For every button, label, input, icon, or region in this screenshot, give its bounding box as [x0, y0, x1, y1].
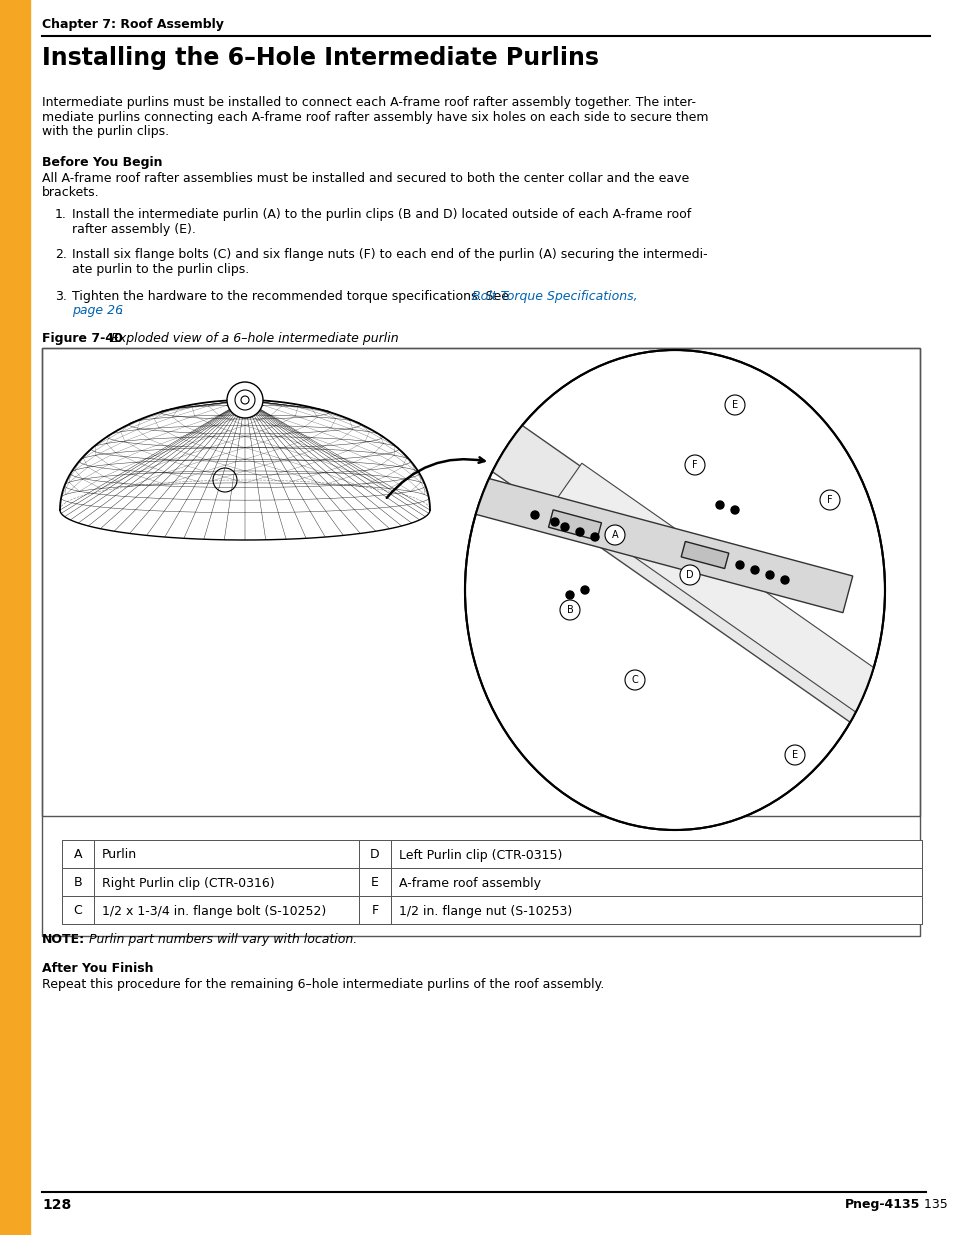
Text: F: F — [371, 904, 378, 918]
Text: 2.: 2. — [55, 248, 67, 261]
Text: with the purlin clips.: with the purlin clips. — [42, 125, 169, 138]
Ellipse shape — [464, 350, 884, 830]
Polygon shape — [555, 463, 953, 777]
Text: 1/2 x 1-3/4 in. flange bolt (S-10252): 1/2 x 1-3/4 in. flange bolt (S-10252) — [102, 904, 326, 918]
Bar — [62, 897, 94, 924]
Text: Figure 7-40: Figure 7-40 — [42, 332, 123, 345]
Text: 1.: 1. — [55, 207, 67, 221]
Bar — [358, 840, 391, 868]
Bar — [358, 897, 391, 924]
Polygon shape — [680, 541, 728, 568]
Text: B: B — [566, 605, 573, 615]
Text: .: . — [119, 304, 123, 317]
Bar — [42, 348, 919, 816]
Text: E: E — [731, 400, 738, 410]
Text: ate purlin to the purlin clips.: ate purlin to the purlin clips. — [71, 263, 249, 275]
Text: D: D — [685, 571, 693, 580]
Text: Bolt Torque Specifications,: Bolt Torque Specifications, — [472, 290, 637, 303]
Bar — [0, 0, 30, 1235]
Circle shape — [560, 522, 568, 531]
Text: A-frame roof assembly: A-frame roof assembly — [398, 877, 540, 889]
Text: Pneg-4135: Pneg-4135 — [843, 1198, 919, 1212]
Text: F: F — [692, 459, 697, 471]
Circle shape — [781, 576, 788, 584]
Circle shape — [604, 525, 624, 545]
Bar — [94, 840, 358, 868]
Circle shape — [679, 564, 700, 585]
Bar — [62, 868, 921, 897]
Circle shape — [234, 390, 254, 410]
Bar — [391, 868, 921, 897]
Circle shape — [820, 490, 840, 510]
Text: Install six flange bolts (C) and six flange nuts (F) to each end of the purlin (: Install six flange bolts (C) and six fla… — [71, 248, 707, 261]
Text: mediate purlins connecting each A-frame roof rafter assembly have six holes on e: mediate purlins connecting each A-frame … — [42, 110, 708, 124]
Text: D: D — [370, 848, 379, 862]
Text: Chapter 7: Roof Assembly: Chapter 7: Roof Assembly — [42, 19, 224, 31]
Circle shape — [227, 382, 263, 417]
Circle shape — [724, 395, 744, 415]
Text: F: F — [826, 495, 832, 505]
Circle shape — [590, 534, 598, 541]
Text: Install the intermediate purlin (A) to the purlin clips (B and D) located outsid: Install the intermediate purlin (A) to t… — [71, 207, 691, 221]
Text: Repeat this procedure for the remaining 6–hole intermediate purlins of the roof : Repeat this procedure for the remaining … — [42, 978, 603, 990]
Bar — [62, 868, 94, 897]
Circle shape — [765, 571, 773, 579]
Text: Before You Begin: Before You Begin — [42, 156, 162, 169]
Text: All A-frame roof rafter assemblies must be installed and secured to both the cen: All A-frame roof rafter assemblies must … — [42, 172, 688, 185]
Text: After You Finish: After You Finish — [42, 962, 153, 974]
Bar — [391, 897, 921, 924]
Text: 3.: 3. — [55, 290, 67, 303]
Text: Right Purlin clip (CTR-0316): Right Purlin clip (CTR-0316) — [102, 877, 274, 889]
Circle shape — [580, 585, 588, 594]
Text: Installing the 6–Hole Intermediate Purlins: Installing the 6–Hole Intermediate Purli… — [42, 46, 598, 70]
Polygon shape — [60, 400, 430, 510]
Text: NOTE:: NOTE: — [42, 932, 85, 946]
Bar — [62, 840, 94, 868]
Text: 1/2 in. flange nut (S-10253): 1/2 in. flange nut (S-10253) — [398, 904, 572, 918]
Circle shape — [730, 506, 739, 514]
Circle shape — [531, 511, 538, 519]
Bar — [62, 897, 921, 924]
Text: brackets.: brackets. — [42, 186, 99, 200]
Text: Exploded view of a 6–hole intermediate purlin: Exploded view of a 6–hole intermediate p… — [107, 332, 398, 345]
Text: E: E — [371, 877, 378, 889]
Circle shape — [784, 745, 804, 764]
Circle shape — [241, 396, 249, 404]
Circle shape — [684, 454, 704, 475]
Text: Tighten the hardware to the recommended torque specifications. See: Tighten the hardware to the recommended … — [71, 290, 513, 303]
Polygon shape — [548, 510, 600, 540]
Circle shape — [565, 592, 574, 599]
Circle shape — [551, 517, 558, 526]
Text: Left Purlin clip (CTR-0315): Left Purlin clip (CTR-0315) — [398, 848, 561, 862]
Circle shape — [624, 671, 644, 690]
Text: C: C — [73, 904, 82, 918]
Text: A: A — [73, 848, 82, 862]
Text: Purlin part numbers will vary with location.: Purlin part numbers will vary with locat… — [85, 932, 356, 946]
Text: Purlin: Purlin — [102, 848, 137, 862]
Bar — [358, 868, 391, 897]
Text: page 26: page 26 — [71, 304, 123, 317]
Text: A: A — [611, 530, 618, 540]
Text: 128: 128 — [42, 1198, 71, 1212]
Polygon shape — [482, 420, 906, 740]
Text: B: B — [73, 877, 82, 889]
Bar — [62, 840, 921, 868]
Bar — [94, 868, 358, 897]
Circle shape — [576, 529, 583, 536]
Text: rafter assembly (E).: rafter assembly (E). — [71, 222, 195, 236]
Text: 135 Ft Diameter 40-Series Bin: 135 Ft Diameter 40-Series Bin — [919, 1198, 953, 1212]
Bar — [391, 840, 921, 868]
Text: C: C — [631, 676, 638, 685]
Text: Intermediate purlins must be installed to connect each A-frame roof rafter assem: Intermediate purlins must be installed t… — [42, 96, 696, 109]
Circle shape — [750, 566, 759, 574]
Bar — [94, 897, 358, 924]
Polygon shape — [436, 467, 852, 613]
Circle shape — [735, 561, 743, 569]
Bar — [42, 348, 919, 936]
Circle shape — [716, 501, 723, 509]
Text: E: E — [791, 750, 798, 760]
Circle shape — [559, 600, 579, 620]
